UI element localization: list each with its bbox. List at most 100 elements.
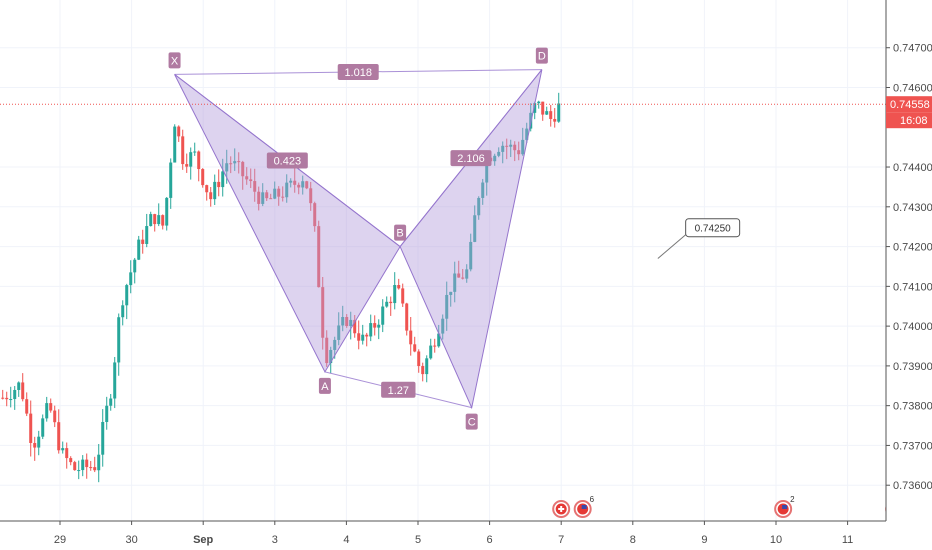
point-label-x[interactable]: X [168, 52, 181, 69]
candle [149, 211, 153, 227]
candle-body [37, 436, 41, 448]
candle-body [113, 362, 117, 399]
candle [25, 392, 29, 417]
candle-body [49, 403, 53, 411]
candle-body [301, 181, 305, 188]
candle-body [137, 239, 141, 260]
x-tick-label: Sep [193, 534, 213, 546]
ratio-label[interactable]: 2.106 [450, 150, 492, 167]
candle [425, 355, 429, 383]
candle [61, 441, 65, 454]
candle-body [401, 288, 405, 304]
candle-body [377, 324, 381, 328]
candle-body [465, 269, 469, 279]
candle-body [201, 169, 205, 186]
candle [461, 268, 465, 280]
candle-body [497, 151, 501, 156]
candle [521, 127, 525, 156]
candle [449, 291, 453, 307]
candle-body [253, 181, 257, 192]
candle [537, 100, 541, 109]
candle-body [493, 155, 497, 162]
candle-body [177, 126, 181, 137]
event-badge[interactable] [552, 500, 571, 518]
event-badge[interactable]: 6 [573, 495, 595, 518]
candle-body [529, 112, 533, 129]
point-label-b[interactable]: B [394, 224, 407, 241]
ratio-label[interactable]: 1.018 [337, 63, 379, 80]
candle [77, 460, 81, 480]
candle [497, 147, 501, 158]
candle-body [361, 334, 365, 341]
candle-body [277, 188, 281, 197]
point-label-d[interactable]: D [535, 47, 548, 64]
x-tick-label: 7 [558, 534, 564, 546]
candle-body [25, 399, 29, 414]
point-label-text: X [171, 55, 179, 67]
candle-body [13, 389, 17, 400]
candle [53, 405, 57, 428]
candle-body [393, 285, 397, 304]
ratio-label[interactable]: 0.423 [266, 152, 308, 169]
candle-body [169, 162, 173, 198]
candle [513, 141, 517, 162]
candle-body [537, 101, 541, 104]
candle [417, 349, 421, 373]
candle-body [449, 291, 453, 295]
ratio-label[interactable]: 1.27 [381, 381, 416, 398]
candle-body [421, 366, 425, 375]
candle-body [65, 448, 69, 459]
candle [233, 148, 237, 171]
candle-body [385, 301, 389, 307]
candle [69, 456, 73, 466]
candle [85, 453, 89, 479]
time-axis[interactable]: 29 30 Sep 3 4 5 6 7 8 9 10 11 [0, 520, 886, 546]
candle-body [213, 181, 217, 200]
candle-body [1, 397, 5, 399]
candle-body [157, 215, 161, 225]
candle [557, 92, 561, 123]
pattern-triangle-xab [174, 73, 401, 373]
candle [325, 330, 329, 367]
candle [301, 175, 305, 195]
candle [201, 168, 205, 188]
point-label-a[interactable]: A [318, 377, 331, 394]
candle [401, 283, 405, 307]
candle [405, 302, 409, 336]
candle-body [321, 287, 325, 338]
candle [17, 381, 21, 397]
price-callout[interactable]: 0.74250 [657, 218, 741, 259]
callout-box[interactable] [685, 218, 741, 238]
candle [253, 168, 257, 202]
point-label-c[interactable]: C [465, 413, 478, 430]
price-axis[interactable]: 0.74700 0.74600 0.74400 0.74300 0.74200 0.741… [885, 0, 932, 550]
candle [545, 106, 549, 115]
candle-body [413, 344, 417, 352]
candle [37, 430, 41, 456]
point-label-text: C [468, 417, 476, 429]
y-tick-label: 0.74000 [893, 321, 932, 333]
candle [369, 314, 373, 342]
candle-body [345, 316, 349, 327]
event-badge[interactable]: 2 [774, 495, 795, 518]
flag-canton [782, 505, 788, 509]
candle [289, 178, 293, 188]
candle-body [297, 184, 301, 188]
x-tick-label: 3 [272, 534, 278, 546]
candle [117, 313, 121, 376]
candle [373, 315, 377, 336]
point-label-bg [535, 47, 548, 64]
candle-body [369, 323, 373, 337]
current-price-badge[interactable] [886, 96, 932, 113]
candle [273, 181, 277, 200]
harmonic-pattern[interactable]: X A B C D 1.018 0.423 1.27 2.106 [168, 47, 548, 430]
candle-body [285, 182, 289, 198]
candle-body [461, 277, 465, 279]
candle-body [205, 185, 209, 193]
candle [349, 311, 353, 340]
ratio-label-bg [337, 63, 379, 80]
candle [445, 281, 449, 331]
candle [153, 213, 157, 232]
